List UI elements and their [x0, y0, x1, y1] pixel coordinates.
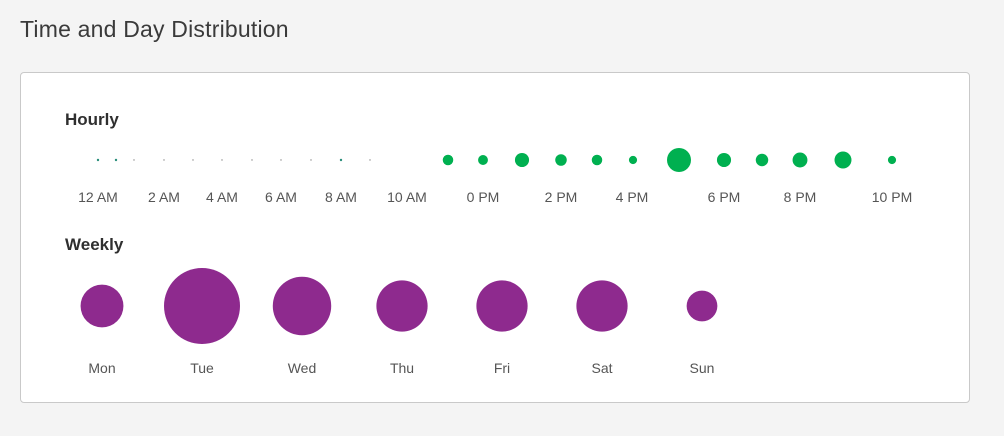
hourly-bubble-1-pm: [478, 155, 488, 165]
hourly-tick-label: 4 PM: [616, 189, 649, 205]
hourly-bubble-3-am: [163, 159, 165, 161]
hourly-bubble-7-am: [280, 159, 282, 161]
hourly-tick-label: 2 AM: [148, 189, 180, 205]
hourly-tick-label: 8 PM: [784, 189, 817, 205]
weekly-bubble-wed: [272, 276, 332, 336]
hourly-bubble-5-am: [221, 159, 223, 161]
hourly-bubble-4-am: [192, 159, 194, 161]
weekly-day-label: Tue: [190, 360, 214, 376]
hourly-tick-label: 10 AM: [387, 189, 427, 205]
hourly-bubble-5-pm: [628, 155, 638, 165]
distribution-chart: 12 AM 2 AM 4 AM 6 AM 8 AM 10 AM 0 PM 2 PM 4 PM 6 …: [78, 148, 912, 376]
weekly-day-label: Sun: [690, 360, 715, 376]
hourly-bubble-3-pm: [555, 154, 567, 166]
hourly-bubble-2-pm: [514, 152, 530, 168]
weekly-day-label: Thu: [390, 360, 414, 376]
weekly-day-label: Wed: [288, 360, 317, 376]
distribution-card: Hourly Weekly 12 AM 2 AM 4 AM 6 AM 8 AM 10 AM…: [20, 72, 970, 403]
hourly-tick-label: 4 AM: [206, 189, 238, 205]
page-title: Time and Day Distribution: [20, 16, 289, 42]
hourly-bubble-11-pm: [887, 155, 897, 165]
weekly-bubble-sun: [686, 290, 718, 322]
hourly-section-title: Hourly: [65, 110, 119, 129]
weekly-day-label: Sat: [591, 360, 612, 376]
hourly-bubble-6-am: [251, 159, 253, 161]
hourly-bubble-2-am: [133, 159, 135, 161]
weekly-bubble-mon: [80, 284, 124, 328]
hourly-bubble-10-pm: [834, 151, 852, 169]
weekly-bubble-thu: [376, 280, 428, 332]
hourly-tick-label: 10 PM: [872, 189, 912, 205]
hourly-tick-label: 8 AM: [325, 189, 357, 205]
weekly-day-label: Mon: [88, 360, 115, 376]
hourly-bubble-0-pm: [442, 154, 454, 166]
hourly-bubble-9-pm: [792, 152, 808, 168]
hourly-tick-label: 2 PM: [545, 189, 578, 205]
hourly-bubble-12-am: [96, 158, 100, 162]
hourly-bubble-8-am: [310, 159, 312, 161]
hourly-bubble-1-am: [114, 158, 118, 162]
hourly-tick-label: 0 PM: [467, 189, 500, 205]
hourly-bubble-6-pm: [667, 148, 691, 172]
hourly-bubble-4-pm: [591, 154, 603, 166]
weekly-section-title: Weekly: [65, 235, 124, 254]
weekly-day-label: Fri: [494, 360, 510, 376]
hourly-tick-label: 6 AM: [265, 189, 297, 205]
hourly-bubble-9-am: [339, 158, 343, 162]
hourly-tick-label: 6 PM: [708, 189, 741, 205]
hourly-bubble-7-pm: [716, 152, 732, 168]
hourly-bubble-8-pm: [755, 153, 769, 167]
weekly-bubble-sat: [576, 280, 628, 332]
hourly-tick-label: 12 AM: [78, 189, 118, 205]
hourly-bubble-10-am: [369, 159, 371, 161]
weekly-bubble-tue: [164, 268, 240, 344]
weekly-bubble-fri: [476, 280, 528, 332]
